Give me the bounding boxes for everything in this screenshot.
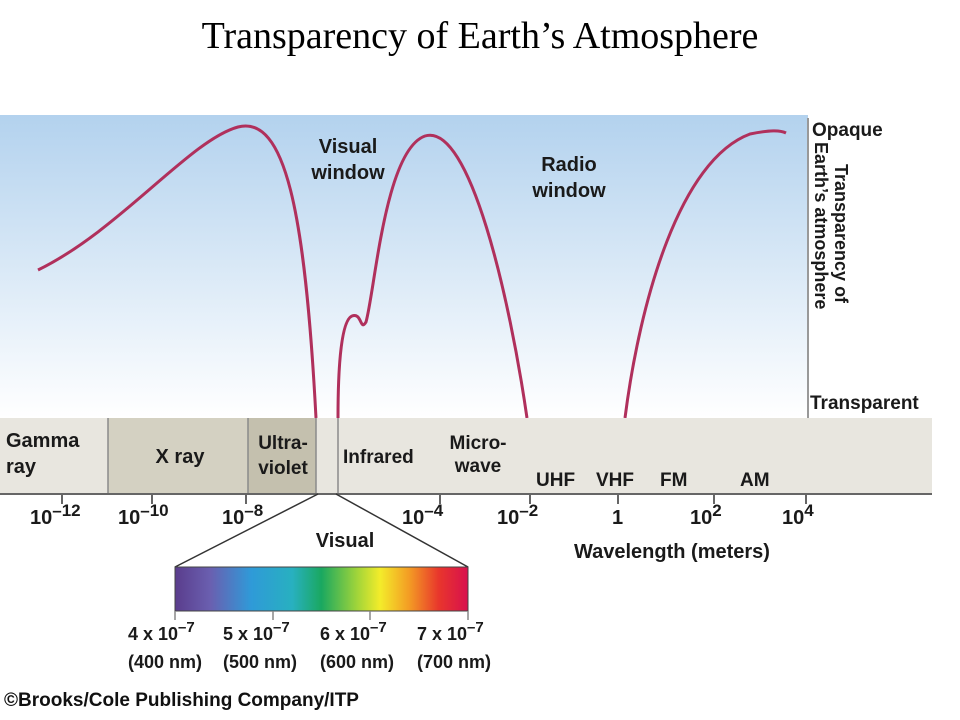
band-fm: FM (660, 470, 687, 491)
band-gamma-line2: ray (6, 456, 37, 478)
band-vhf: VHF (596, 470, 634, 491)
wavelength-tick-label: 10–4 (402, 501, 444, 529)
visible-spectrum-bar (174, 566, 469, 612)
radio-window-label-line2: window (531, 180, 606, 202)
band-xray-shade (108, 418, 248, 494)
radio-window-label-line1: Radio (541, 154, 597, 176)
right-axis-label-line1: Earth’s atmosphere (811, 142, 831, 309)
wavelength-tick-label: 10–8 (222, 501, 263, 529)
opaque-label: Opaque (812, 120, 883, 141)
spectrum-nm-label: (400 nm) (128, 652, 202, 672)
wavelength-tick-label: 104 (782, 501, 814, 529)
visual-window-label-line2: window (310, 162, 385, 184)
spectrum-nm-label: (500 nm) (223, 652, 297, 672)
spectrum-wavelength-label: 5 x 10–7 (223, 619, 290, 644)
zoom-line-right (335, 493, 469, 568)
copyright-credit: ©Brooks/Cole Publishing Company/ITP (4, 690, 359, 711)
visual-window-label-line1: Visual (319, 136, 378, 158)
transparent-label: Transparent (810, 393, 919, 414)
sky-background (0, 115, 808, 418)
spectrum-nm-label: (700 nm) (417, 652, 491, 672)
wavelength-tick-label: 10–10 (118, 501, 169, 529)
slide-title: Transparency of Earth’s Atmosphere (201, 15, 759, 57)
wavelength-tick-label: 10–2 (497, 501, 538, 529)
transparency-curve (37, 124, 787, 419)
wavelength-tick-label: 10–12 (30, 501, 81, 529)
zoom-line-left (174, 493, 319, 568)
spectrum-wavelength-label: 6 x 10–7 (320, 619, 387, 644)
wavelength-axis-label: Wavelength (meters) (574, 541, 770, 563)
band-xray: X ray (156, 446, 206, 468)
band-uv-line1: Ultra- (258, 433, 308, 454)
band-am: AM (740, 470, 770, 491)
spectrum-wavelength-label: 4 x 10–7 (128, 619, 195, 644)
right-axis-label-line2: Transparency of (831, 164, 851, 304)
wavelength-tick-label: 1 (612, 507, 623, 529)
band-microwave-line1: Micro- (450, 433, 507, 454)
wavelength-tick-label: 102 (690, 501, 722, 529)
spectrum-wavelength-label: 7 x 10–7 (417, 619, 484, 644)
band-uv-line2: violet (258, 458, 308, 479)
spectrum-nm-label: (600 nm) (320, 652, 394, 672)
band-uhf: UHF (536, 470, 575, 491)
band-gamma-line1: Gamma (6, 430, 80, 452)
band-microwave-line2: wave (454, 456, 501, 477)
visual-label: Visual (316, 530, 375, 552)
band-uv-shade (248, 418, 316, 494)
band-infrared: Infrared (343, 447, 414, 468)
